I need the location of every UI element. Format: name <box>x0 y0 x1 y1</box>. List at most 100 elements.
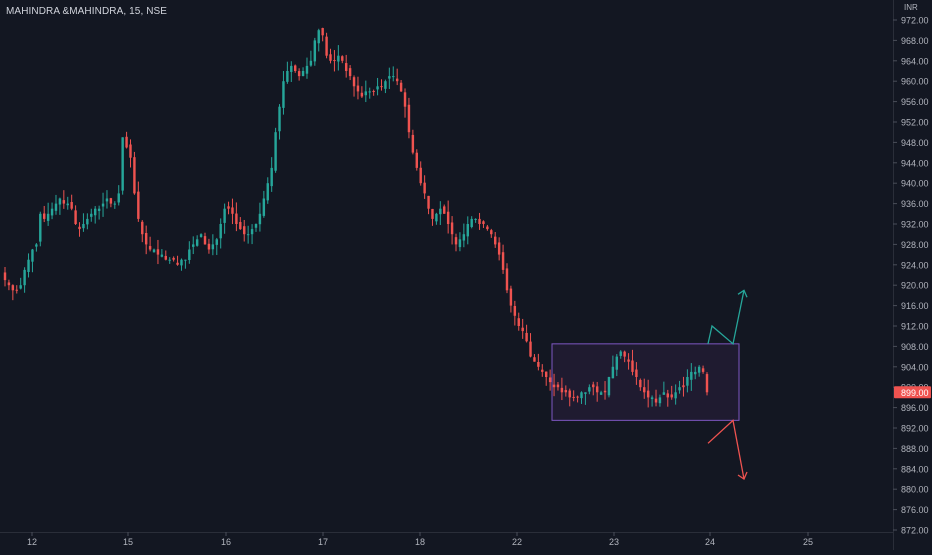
candle[interactable] <box>513 300 517 326</box>
candle[interactable] <box>631 349 634 376</box>
candle[interactable] <box>368 87 371 99</box>
candle[interactable] <box>454 233 458 252</box>
candle[interactable] <box>619 350 622 359</box>
candle[interactable] <box>243 219 246 242</box>
price-axis[interactable]: 872.00 876.00 880.00 884.00 888.00 892.00 896.… <box>893 0 931 550</box>
candle[interactable] <box>470 216 473 229</box>
candle[interactable] <box>231 198 234 225</box>
candle[interactable] <box>293 64 297 73</box>
candle[interactable] <box>227 201 230 215</box>
candle[interactable] <box>533 354 536 362</box>
candle[interactable] <box>599 390 603 395</box>
candle[interactable] <box>274 127 277 173</box>
candle[interactable] <box>458 232 462 252</box>
candle[interactable] <box>431 208 434 226</box>
candle[interactable] <box>643 378 646 399</box>
candle[interactable] <box>125 131 128 149</box>
candle[interactable] <box>31 248 34 273</box>
candle[interactable] <box>313 37 317 66</box>
candle[interactable] <box>478 212 481 230</box>
candle[interactable] <box>658 394 662 407</box>
time-axis[interactable]: 12 15 16 17 18 22 23 24 25 <box>0 532 893 547</box>
candle[interactable] <box>250 224 254 245</box>
candle[interactable] <box>552 373 556 397</box>
candle[interactable] <box>419 161 422 186</box>
candle[interactable] <box>623 350 626 363</box>
candle[interactable] <box>176 255 179 266</box>
candle[interactable] <box>372 89 375 96</box>
candle[interactable] <box>148 236 152 252</box>
candle[interactable] <box>58 197 62 215</box>
candle[interactable] <box>435 212 438 225</box>
candle[interactable] <box>537 353 540 371</box>
candle[interactable] <box>395 68 399 86</box>
candle[interactable] <box>360 86 364 98</box>
candle[interactable] <box>576 395 579 403</box>
candle[interactable] <box>86 213 89 230</box>
candle[interactable] <box>43 205 46 223</box>
candle[interactable] <box>215 237 218 255</box>
candle[interactable] <box>101 192 105 217</box>
candle[interactable] <box>164 250 168 261</box>
candle[interactable] <box>376 77 379 96</box>
candle[interactable] <box>262 190 266 218</box>
candle[interactable] <box>403 88 407 118</box>
candle[interactable] <box>482 220 485 228</box>
candle[interactable] <box>105 190 109 209</box>
candle[interactable] <box>380 79 383 91</box>
candle[interactable] <box>705 372 709 396</box>
candle[interactable] <box>588 384 591 395</box>
candle[interactable] <box>286 61 289 84</box>
candle[interactable] <box>278 104 281 140</box>
candle[interactable] <box>603 381 607 400</box>
candle[interactable] <box>595 381 599 402</box>
candle[interactable] <box>415 149 419 171</box>
candle[interactable] <box>572 390 575 402</box>
candle[interactable] <box>650 395 654 407</box>
candle[interactable] <box>670 385 673 400</box>
candle[interactable] <box>15 285 18 294</box>
candle[interactable] <box>82 213 85 232</box>
candle[interactable] <box>62 190 66 209</box>
candle[interactable] <box>356 76 360 100</box>
candle[interactable] <box>337 45 340 71</box>
candle[interactable] <box>466 216 469 245</box>
candle[interactable] <box>384 79 387 94</box>
candle[interactable] <box>474 218 477 223</box>
candle[interactable] <box>258 202 262 232</box>
candle[interactable] <box>690 363 693 391</box>
candle[interactable] <box>344 54 348 78</box>
candle[interactable] <box>560 377 564 401</box>
candle[interactable] <box>270 157 273 192</box>
candle[interactable] <box>152 248 156 253</box>
candle[interactable] <box>297 68 301 81</box>
candle[interactable] <box>223 203 226 234</box>
candle[interactable] <box>392 66 395 82</box>
candle[interactable] <box>207 238 211 254</box>
candle[interactable] <box>580 391 583 404</box>
candle[interactable] <box>686 369 689 393</box>
candle[interactable] <box>584 392 587 405</box>
candle[interactable] <box>568 388 571 407</box>
candle[interactable] <box>494 232 497 248</box>
candle[interactable] <box>639 378 642 391</box>
candle[interactable] <box>133 151 136 195</box>
candle[interactable] <box>341 55 344 64</box>
candle[interactable] <box>325 32 328 59</box>
candle[interactable] <box>439 201 442 225</box>
candle[interactable] <box>156 239 160 265</box>
candle[interactable] <box>211 234 215 256</box>
candle[interactable] <box>423 175 426 199</box>
candle[interactable] <box>7 279 11 291</box>
candle[interactable] <box>203 232 207 245</box>
candle[interactable] <box>486 224 489 231</box>
candle[interactable] <box>556 381 560 391</box>
candle[interactable] <box>654 389 658 407</box>
candle[interactable] <box>301 67 305 77</box>
candle[interactable] <box>509 285 513 313</box>
candle[interactable] <box>352 75 356 97</box>
candle[interactable] <box>446 200 450 234</box>
candle[interactable] <box>388 67 391 89</box>
